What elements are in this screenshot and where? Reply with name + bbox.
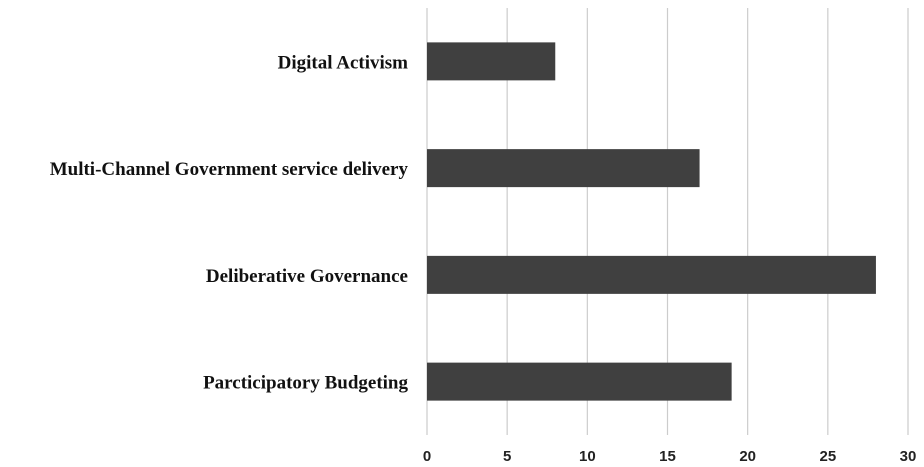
bar: [427, 362, 732, 401]
bar: [427, 42, 556, 81]
bar: [427, 149, 700, 188]
category-labels: Digital Activism Multi-Channel Government…: [50, 52, 409, 393]
category-label: Digital Activism: [278, 52, 409, 73]
category-label: Multi-Channel Government service deliver…: [50, 159, 409, 180]
category-label: Deliberative Governance: [206, 266, 408, 287]
x-tick-label: 30: [900, 448, 917, 465]
x-tick-label: 25: [819, 448, 836, 465]
x-tick-label: 0: [423, 448, 431, 465]
x-tick-label: 20: [739, 448, 756, 465]
x-tick-label: 5: [503, 448, 511, 465]
x-tick-label: 10: [579, 448, 596, 465]
bars: [427, 42, 876, 401]
bar: [427, 255, 876, 294]
category-label: Parcticipatory Budgeting: [203, 373, 408, 394]
x-tick-labels: 0 5 10 15 20 25 30: [423, 448, 917, 465]
x-tick-label: 15: [659, 448, 676, 465]
